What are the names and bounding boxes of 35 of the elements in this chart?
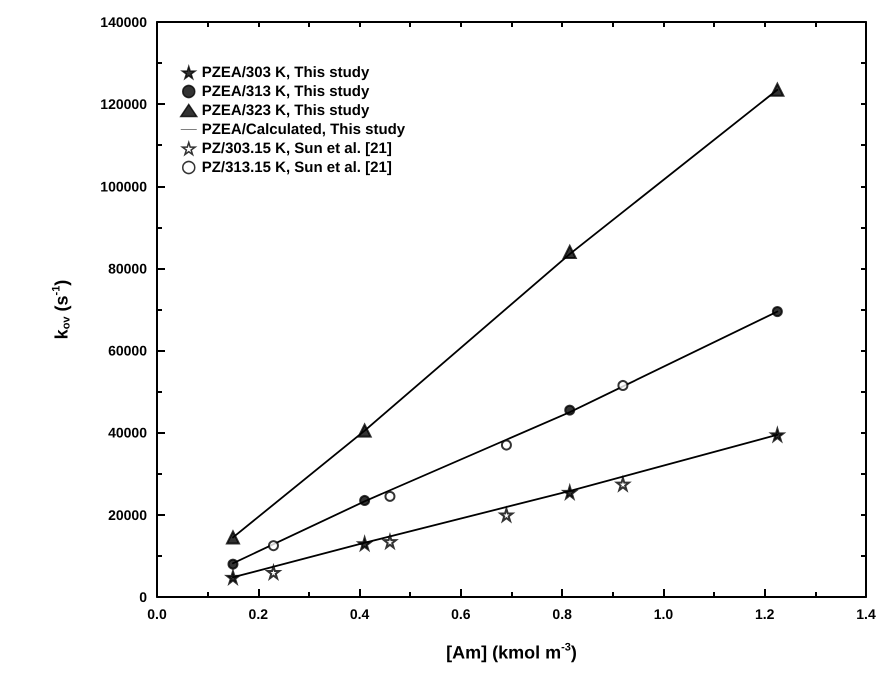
point <box>617 380 628 391</box>
x-tick-label: 1.2 <box>754 606 775 622</box>
point <box>384 490 396 502</box>
x-tick-label: 0.8 <box>552 606 572 622</box>
point <box>268 540 279 552</box>
y-tick-label: 140000 <box>100 14 148 30</box>
legend-label: PZEA/323 K, This study <box>202 102 370 119</box>
point <box>358 424 372 438</box>
point <box>562 245 577 259</box>
y-tick-label: 60000 <box>108 342 148 359</box>
point <box>564 404 576 416</box>
point <box>500 440 512 451</box>
y-tick-label: 40000 <box>108 424 148 441</box>
y-tick-label: 120000 <box>100 96 148 112</box>
legend-label: PZEA/313 K, This study <box>202 83 370 100</box>
legend-label: PZ/313.15 K, Sun et al. [21] <box>202 159 392 176</box>
x-tick-label: 0.4 <box>350 606 370 622</box>
y-tick-label: 0 <box>139 589 148 605</box>
y-tick-label: 100000 <box>100 178 148 194</box>
x-tick-label: 1.4 <box>856 606 876 622</box>
legend-label: PZ/303.15 K, Sun et al. [21] <box>202 140 392 157</box>
x-tick-label: 0.0 <box>147 606 167 622</box>
point <box>226 530 240 544</box>
point <box>359 494 370 506</box>
y-tick-label: 80000 <box>108 260 148 276</box>
y-tick-label: 20000 <box>108 506 148 523</box>
point <box>227 558 238 570</box>
y-axis-title: kov (s-1) <box>50 280 72 340</box>
x-tick-label: 1.0 <box>654 606 674 622</box>
legend-label: PZEA/303 K, This study <box>202 64 370 81</box>
x-tick-label: 0.2 <box>248 606 268 622</box>
x-tick-label: 0.6 <box>451 606 471 622</box>
legend-label: PZEA/Calculated, This study <box>202 121 406 138</box>
point <box>772 306 783 318</box>
point <box>770 82 784 97</box>
